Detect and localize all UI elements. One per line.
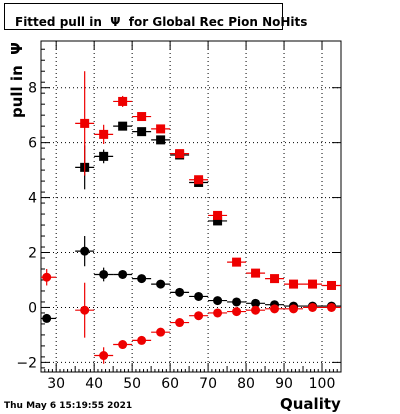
data-point-circle [232, 297, 242, 307]
data-point-circle [213, 296, 223, 306]
data-point-square [118, 96, 128, 106]
data-point-square [156, 124, 166, 134]
data-point-square [213, 216, 223, 226]
grid-layer [41, 41, 341, 372]
data-point-circle [99, 269, 109, 279]
data-point-square [289, 279, 299, 289]
x-tick-label: 70 [199, 376, 217, 392]
y-tick-label: 6 [28, 136, 37, 152]
data-point-circle [137, 335, 147, 345]
x-tick-label: 40 [85, 376, 103, 392]
data-point-circle [194, 311, 204, 321]
data-point-circle [156, 327, 166, 337]
data-point-square [156, 135, 166, 145]
data-point-square [99, 151, 109, 161]
y-tick-label: −2 [16, 355, 37, 371]
data-point-square [80, 118, 90, 128]
data-point-square [232, 257, 242, 267]
data-point-square [137, 112, 147, 122]
data-point-circle [232, 307, 242, 317]
data-point-circle [251, 298, 261, 308]
data-point-circle [156, 279, 166, 289]
data-point-square [194, 175, 204, 185]
x-tick-label: 50 [123, 376, 141, 392]
x-axis-label: Quality [280, 395, 341, 413]
data-point-circle [80, 305, 90, 315]
data-point-circle [118, 269, 128, 279]
y-tick-label: 4 [28, 191, 37, 207]
axis-layer: 30 40 50 60 70 80 90 100 −2 0 2 4 6 8 [16, 40, 342, 392]
title-box: Fitted pull in Ψ for Global Rec Pion NoH… [4, 3, 307, 30]
data-point-circle [80, 246, 90, 256]
y-tick-label: 8 [28, 81, 37, 97]
data-point-circle [99, 351, 109, 361]
data-point-circle [213, 308, 223, 318]
data-point-circle [289, 304, 299, 314]
plot-frame [40, 40, 342, 373]
data-point-circle [175, 318, 185, 328]
data-point-square [308, 279, 318, 289]
chart-title: Fitted pull in Ψ for Global Rec Pion NoH… [15, 15, 308, 29]
x-tick-label: 30 [47, 376, 65, 392]
data-point-circle [251, 305, 261, 315]
data-point-circle [327, 302, 337, 312]
marks-layer [41, 71, 341, 364]
data-point-square [213, 210, 223, 220]
data-point-square [118, 121, 128, 131]
x-tick-label: 60 [161, 376, 179, 392]
data-point-square [327, 280, 337, 290]
y-tick-label: 0 [28, 300, 37, 316]
data-point-square [175, 149, 185, 159]
x-tick-label: 80 [237, 376, 255, 392]
data-point-square [137, 127, 147, 137]
timestamp-label: Thu May 6 15:19:55 2021 [4, 401, 133, 411]
data-point-circle [118, 340, 128, 350]
data-point-circle [42, 313, 52, 323]
data-point-square [270, 274, 280, 284]
data-point-circle [194, 291, 204, 301]
x-tick-label: 100 [309, 376, 336, 392]
data-point-circle [270, 304, 280, 314]
data-point-circle [175, 287, 185, 297]
data-point-circle [137, 274, 147, 284]
data-point-circle [42, 272, 52, 282]
data-point-square [251, 268, 261, 278]
y-tick-label: 2 [28, 246, 37, 262]
y-axis-label: pull in Ψ [8, 42, 26, 118]
data-point-circle [308, 302, 318, 312]
data-point-square [99, 129, 109, 139]
x-tick-label: 90 [275, 376, 293, 392]
